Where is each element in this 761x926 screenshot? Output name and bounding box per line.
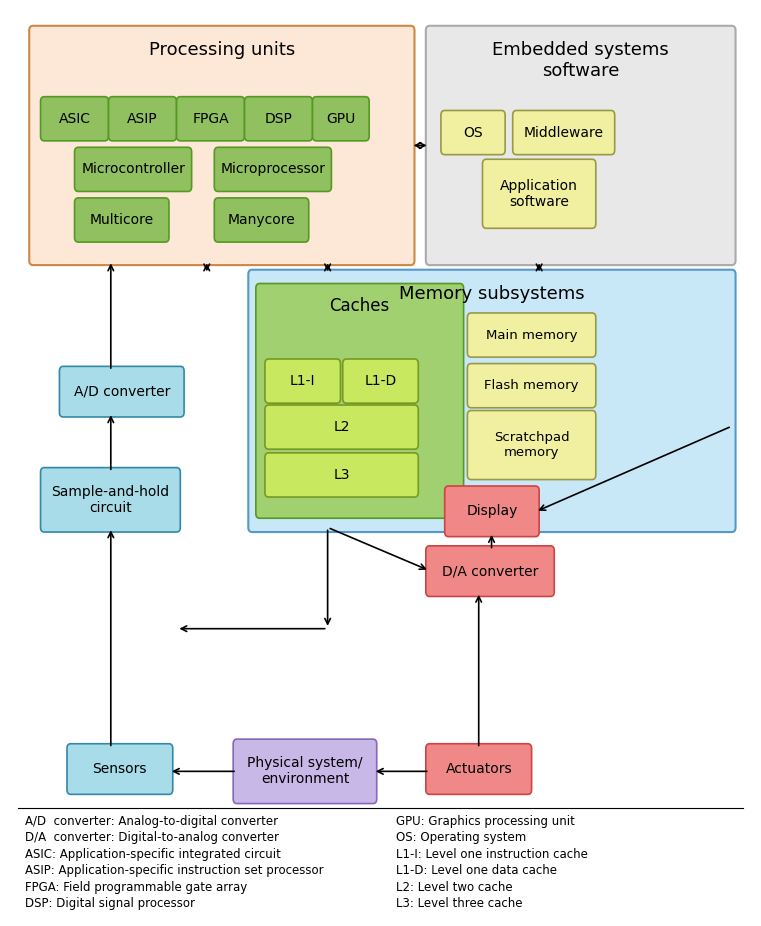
- Text: L2: Level two cache: L2: Level two cache: [396, 881, 512, 894]
- FancyBboxPatch shape: [265, 359, 340, 403]
- Text: FPGA: Field programmable gate array: FPGA: Field programmable gate array: [25, 881, 247, 894]
- Text: Sensors: Sensors: [93, 762, 147, 776]
- FancyBboxPatch shape: [75, 198, 169, 242]
- Text: A/D  converter: Analog-to-digital converter: A/D converter: Analog-to-digital convert…: [25, 815, 279, 828]
- Text: ASIP: Application-specific instruction set processor: ASIP: Application-specific instruction s…: [25, 864, 324, 877]
- Text: L1-D: Level one data cache: L1-D: Level one data cache: [396, 864, 556, 877]
- FancyBboxPatch shape: [256, 283, 463, 519]
- FancyBboxPatch shape: [248, 269, 736, 532]
- Text: L1-I: L1-I: [290, 374, 316, 388]
- FancyBboxPatch shape: [467, 410, 596, 480]
- Text: Microcontroller: Microcontroller: [81, 162, 185, 176]
- FancyBboxPatch shape: [215, 147, 331, 192]
- FancyBboxPatch shape: [109, 96, 177, 141]
- Text: Manycore: Manycore: [228, 213, 295, 227]
- FancyBboxPatch shape: [467, 313, 596, 357]
- FancyBboxPatch shape: [444, 486, 539, 537]
- Text: Main memory: Main memory: [486, 329, 578, 342]
- Text: L1-I: Level one instruction cache: L1-I: Level one instruction cache: [396, 847, 587, 861]
- FancyBboxPatch shape: [177, 96, 244, 141]
- FancyBboxPatch shape: [29, 26, 415, 265]
- Text: Scratchpad
memory: Scratchpad memory: [494, 431, 569, 459]
- Text: Multicore: Multicore: [90, 213, 154, 227]
- Text: Display: Display: [466, 505, 517, 519]
- Text: FPGA: FPGA: [193, 112, 229, 126]
- FancyBboxPatch shape: [215, 198, 309, 242]
- Text: ASIP: ASIP: [127, 112, 158, 126]
- Text: Sample-and-hold
circuit: Sample-and-hold circuit: [51, 484, 170, 515]
- Text: OS: OS: [463, 126, 482, 140]
- FancyBboxPatch shape: [467, 364, 596, 407]
- FancyBboxPatch shape: [441, 110, 505, 155]
- FancyBboxPatch shape: [265, 453, 419, 497]
- Text: Flash memory: Flash memory: [484, 379, 579, 393]
- Text: Memory subsystems: Memory subsystems: [399, 285, 584, 304]
- FancyBboxPatch shape: [59, 367, 184, 417]
- Text: A/D converter: A/D converter: [74, 384, 170, 399]
- Text: GPU: GPU: [326, 112, 355, 126]
- Text: OS: Operating system: OS: Operating system: [396, 832, 526, 845]
- Text: D/A converter: D/A converter: [442, 564, 538, 578]
- Text: ASIC: Application-specific integrated circuit: ASIC: Application-specific integrated ci…: [25, 847, 282, 861]
- Text: Actuators: Actuators: [445, 762, 512, 776]
- Text: L3: L3: [333, 468, 350, 482]
- Text: ASIC: ASIC: [59, 112, 91, 126]
- Text: Middleware: Middleware: [524, 126, 603, 140]
- FancyBboxPatch shape: [426, 545, 554, 596]
- Text: Embedded systems
software: Embedded systems software: [492, 42, 669, 81]
- FancyBboxPatch shape: [342, 359, 419, 403]
- Text: Caches: Caches: [330, 297, 390, 316]
- Text: Application
software: Application software: [500, 179, 578, 209]
- FancyBboxPatch shape: [233, 739, 377, 804]
- Text: Microprocessor: Microprocessor: [221, 162, 326, 176]
- Text: DSP: Digital signal processor: DSP: Digital signal processor: [25, 897, 196, 910]
- Text: L2: L2: [333, 420, 350, 434]
- Text: D/A  converter: Digital-to-analog converter: D/A converter: Digital-to-analog convert…: [25, 832, 279, 845]
- Text: L1-D: L1-D: [365, 374, 396, 388]
- FancyBboxPatch shape: [313, 96, 369, 141]
- Text: Processing units: Processing units: [148, 42, 295, 59]
- FancyBboxPatch shape: [482, 159, 596, 229]
- FancyBboxPatch shape: [426, 26, 736, 265]
- FancyBboxPatch shape: [75, 147, 192, 192]
- FancyBboxPatch shape: [67, 744, 173, 795]
- FancyBboxPatch shape: [244, 96, 313, 141]
- FancyBboxPatch shape: [265, 405, 419, 449]
- Text: Physical system/
environment: Physical system/ environment: [247, 757, 363, 786]
- Text: L3: Level three cache: L3: Level three cache: [396, 897, 522, 910]
- Text: GPU: Graphics processing unit: GPU: Graphics processing unit: [396, 815, 575, 828]
- FancyBboxPatch shape: [40, 468, 180, 532]
- FancyBboxPatch shape: [40, 96, 109, 141]
- Text: DSP: DSP: [265, 112, 292, 126]
- FancyBboxPatch shape: [426, 744, 532, 795]
- FancyBboxPatch shape: [513, 110, 615, 155]
